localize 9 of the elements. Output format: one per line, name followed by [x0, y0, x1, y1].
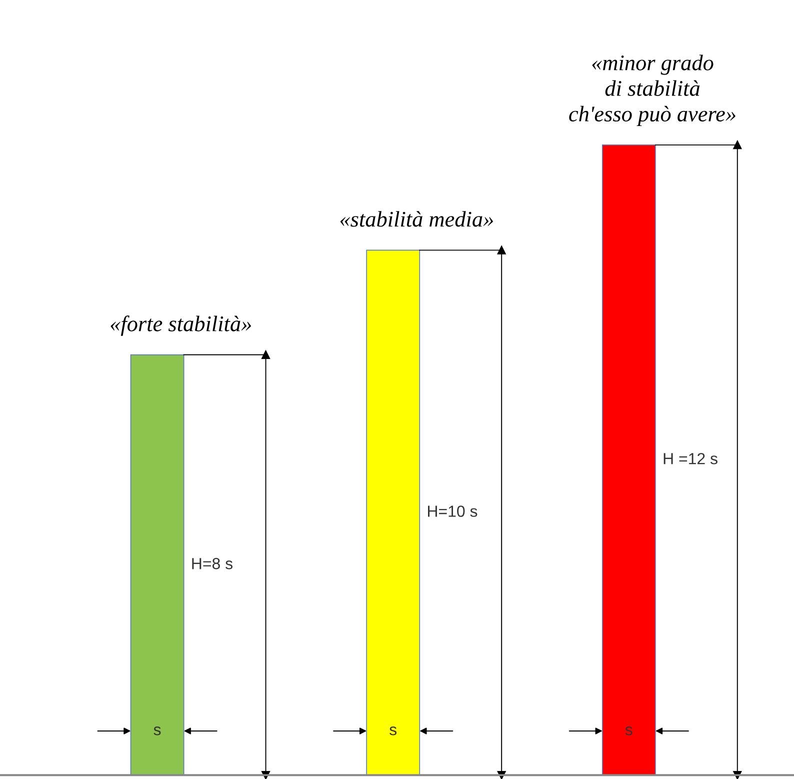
annotation: H=10 s — [428, 506, 478, 517]
annotation: s — [390, 726, 397, 736]
annotation: s — [154, 726, 161, 736]
annotation: s — [625, 726, 632, 736]
x-tick-label: «forte stabilità» — [110, 316, 251, 336]
x-tick-label: «minor grado di stabilità ch'esso può avere» — [569, 54, 736, 126]
annotation: H =12 s — [664, 453, 718, 464]
annotation: H=8 s — [192, 558, 232, 570]
x-tick-label: «stabilità media» — [340, 211, 493, 227]
